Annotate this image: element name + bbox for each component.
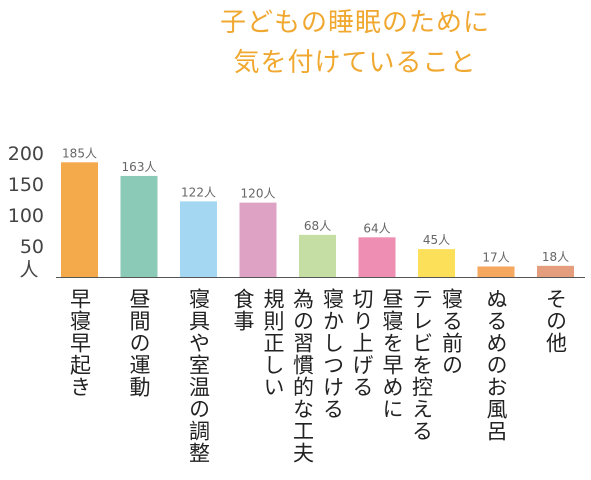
bar — [358, 237, 396, 277]
value-label: 17人 — [482, 250, 509, 264]
bar — [477, 266, 515, 277]
category-label: 寝具や室温の調整 — [186, 288, 211, 464]
y-axis-unit: 人 — [19, 259, 38, 281]
bar — [537, 265, 574, 277]
bar — [418, 249, 455, 277]
value-label: 120人 — [241, 187, 276, 201]
value-label: 45人 — [423, 233, 450, 247]
bar — [180, 201, 217, 277]
chart-title-line-1: 子どもの睡眠のために — [219, 8, 490, 38]
category-label: 昼寝を早めに 切り上げる — [350, 288, 404, 420]
category-label: 寝かしつける 為の習慣的な工夫 — [290, 288, 345, 464]
value-label: 18人 — [542, 250, 569, 264]
value-label: 68人 — [304, 219, 331, 233]
category-label: 規則正しい 食事 — [231, 288, 285, 398]
category-label: 寝る前の テレビを控える — [409, 288, 464, 442]
chart-title-line-2: 気を付けていること — [233, 48, 477, 78]
y-tick-label: 100 — [8, 205, 44, 227]
value-label: 122人 — [181, 185, 216, 199]
y-tick-label: 50 — [20, 236, 44, 258]
category-label: その他 — [543, 288, 568, 354]
bar — [239, 202, 277, 277]
bar — [61, 162, 98, 277]
y-tick-label: 150 — [8, 174, 44, 196]
y-tick-label: 200 — [8, 143, 44, 165]
bar — [120, 175, 158, 277]
value-label: 163人 — [122, 160, 157, 174]
value-label: 64人 — [363, 221, 390, 235]
bar — [299, 234, 336, 277]
category-label: ぬるめのお風呂 — [484, 288, 508, 442]
category-label: 昼間の運動 — [127, 288, 151, 398]
value-label: 185人 — [62, 146, 97, 160]
category-label: 早寝早起き — [67, 288, 92, 398]
